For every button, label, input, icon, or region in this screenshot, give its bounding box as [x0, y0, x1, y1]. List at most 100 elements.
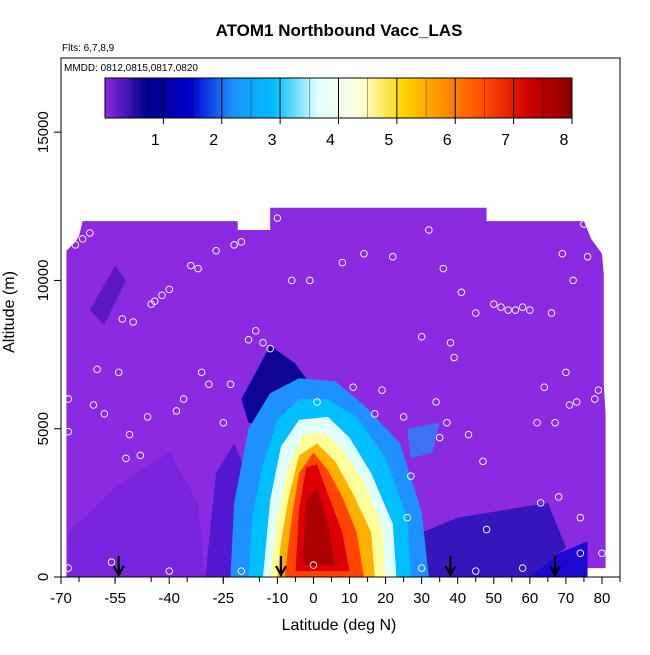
chart-title: ATOM1 Northbound Vacc_LAS: [216, 21, 463, 40]
sample-points: [64, 214, 606, 575]
sample-point: [143, 413, 152, 421]
sample-point: [273, 214, 282, 222]
field-low-right: [403, 502, 566, 577]
sample-point: [569, 276, 577, 285]
sample-point: [450, 353, 458, 362]
sample-point: [266, 344, 274, 353]
sample-point: [598, 549, 606, 558]
x-tick-label: 50: [485, 590, 502, 607]
y-tick-label: 5000: [35, 412, 52, 445]
sample-point: [479, 457, 487, 466]
sample-point: [288, 276, 296, 285]
sample-point: [230, 241, 238, 249]
sample-point: [565, 401, 574, 409]
sample-point: [583, 252, 592, 261]
sample-point: [93, 365, 101, 374]
x-tick-label: -55: [104, 590, 126, 607]
sample-point: [237, 567, 246, 575]
sample-point: [64, 395, 72, 403]
sample-point: [179, 395, 188, 403]
sample-point: [165, 567, 173, 575]
sample-point: [554, 493, 563, 501]
sample-point: [547, 309, 556, 317]
sample-point: [425, 226, 433, 234]
sample-point: [313, 398, 321, 406]
field-low-far-right: [529, 541, 588, 577]
x-tick-label: 70: [558, 590, 575, 607]
flight-arrow-head: [112, 565, 125, 577]
sample-point: [518, 303, 527, 311]
sample-point: [219, 419, 228, 427]
sample-point: [482, 525, 491, 534]
field-low-left: [68, 452, 206, 577]
colorbar-tick-label: 3: [268, 132, 277, 149]
sample-point: [205, 380, 213, 388]
sample-point: [591, 395, 599, 403]
sample-point: [562, 368, 570, 377]
x-tick-label: 20: [377, 590, 394, 607]
sample-point: [86, 229, 94, 237]
sample-point: [417, 564, 426, 572]
x-tick-label: 30: [413, 590, 430, 607]
sample-point: [172, 407, 181, 415]
sample-point: [64, 427, 72, 436]
sample-point: [403, 513, 411, 522]
plot-area: [64, 207, 606, 577]
colorbar-tick-label: 5: [384, 132, 393, 149]
flight-arrows: [112, 556, 562, 577]
sample-point: [471, 309, 480, 317]
x-tick-label: 0: [309, 590, 317, 607]
sample-point: [533, 419, 541, 427]
field-pocket: [407, 422, 440, 459]
x-axis: -70 -55 -40 -25 -10 0 10 20 30 40 50 60 70 80: [50, 577, 621, 607]
y-tick-label: 15000: [35, 111, 52, 153]
sample-point: [464, 430, 473, 439]
sample-point: [457, 288, 466, 297]
sample-point: [187, 261, 195, 270]
sample-point: [536, 499, 545, 507]
sample-point: [407, 472, 415, 480]
sample-point: [212, 247, 220, 255]
sample-point: [197, 368, 206, 377]
x-tick-label: 40: [449, 590, 466, 607]
sample-point: [251, 327, 260, 335]
colorbar-tick-label: 1: [151, 132, 160, 149]
colorbar-tick-label: 4: [326, 132, 335, 149]
sample-point: [576, 513, 585, 522]
sample-point: [435, 433, 444, 442]
sample-point: [497, 303, 505, 311]
sample-point: [378, 386, 386, 394]
sample-point: [122, 454, 130, 463]
sample-point: [158, 291, 166, 300]
sample-point: [338, 258, 347, 267]
x-tick-label: -10: [267, 590, 289, 607]
sample-point: [580, 220, 588, 228]
y-tick-label: 0: [35, 573, 52, 581]
sample-point: [89, 401, 98, 409]
sample-point: [320, 427, 329, 436]
sample-point: [64, 564, 72, 572]
sample-point: [306, 276, 314, 285]
flight-arrow-head: [549, 565, 562, 577]
plot-frame: [60, 57, 621, 578]
sample-point: [389, 252, 397, 261]
sample-point: [399, 413, 408, 421]
sample-point: [558, 249, 567, 258]
sample-point: [432, 398, 440, 406]
x-tick-label: 10: [341, 590, 358, 607]
sample-point: [572, 398, 581, 406]
sample-point: [244, 335, 253, 344]
field-high-left: [89, 265, 126, 325]
x-tick-label: -25: [212, 590, 234, 607]
sample-point: [576, 549, 585, 558]
y-axis: 0 5000 10000 15000: [35, 111, 61, 581]
sample-point: [151, 297, 159, 305]
y-axis-label: Altitude (m): [1, 271, 18, 353]
sample-point: [194, 264, 202, 273]
sample-point: [443, 419, 451, 427]
sample-point: [226, 380, 235, 388]
x-tick-label: 80: [594, 590, 611, 607]
colorbar-tick-label: 8: [560, 132, 569, 149]
colorbar-tick-label: 2: [209, 132, 218, 149]
sample-point: [518, 564, 527, 572]
